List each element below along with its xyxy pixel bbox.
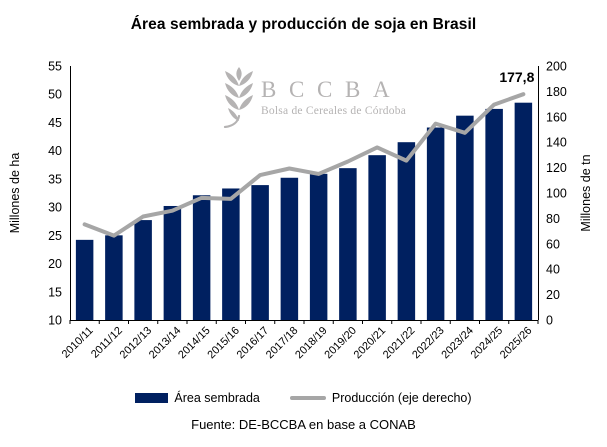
svg-text:35: 35	[48, 172, 62, 186]
area-bar	[309, 173, 328, 320]
legend-item-area: Área sembrada	[135, 391, 260, 405]
svg-text:2010/11: 2010/11	[60, 325, 96, 361]
area-bars	[75, 102, 533, 321]
area-bar	[339, 168, 357, 320]
svg-text:10: 10	[48, 314, 62, 328]
svg-text:160: 160	[546, 110, 567, 124]
area-bar	[222, 188, 240, 320]
svg-text:50: 50	[48, 88, 62, 102]
svg-text:180: 180	[546, 85, 567, 99]
area-bar	[397, 142, 416, 320]
legend-item-production: Producción (eje derecho)	[289, 391, 472, 405]
annotation-last-production-value: 177,8	[499, 69, 534, 85]
area-bar	[514, 102, 533, 320]
area-bar	[456, 115, 474, 320]
area-bar	[280, 177, 299, 320]
area-bar	[105, 235, 123, 320]
area-bar	[192, 195, 211, 320]
legend-label-area: Área sembrada	[174, 391, 260, 405]
svg-text:40: 40	[48, 144, 62, 158]
left-axis-title: Millones de ha	[8, 153, 22, 234]
svg-text:2025/26: 2025/26	[498, 325, 535, 362]
area-swatch	[135, 393, 169, 403]
svg-text:80: 80	[546, 212, 560, 226]
area-bar	[251, 185, 269, 320]
svg-text:120: 120	[546, 161, 567, 175]
area-bar	[75, 239, 94, 320]
left-axis-ticks: 10 15 20 25 30 35 40 45 50 55	[48, 60, 62, 328]
legend-label-production: Producción (eje derecho)	[331, 391, 472, 405]
svg-text:25: 25	[48, 229, 62, 243]
x-axis-labels: 2010/112011/122012/132013/142014/152015/…	[60, 325, 535, 362]
svg-text:0: 0	[546, 314, 553, 328]
legend: Área sembrada Producción (eje derecho)	[0, 391, 607, 405]
area-bar	[134, 220, 152, 320]
svg-text:60: 60	[546, 237, 560, 251]
area-bar	[485, 108, 503, 321]
right-axis-ticks: 0 20 40 60 80 100 120 140 160 180 200	[546, 60, 567, 328]
area-bar	[426, 127, 445, 321]
svg-text:20: 20	[546, 288, 560, 302]
source-note: Fuente: DE-BCCBA en base a CONAB	[191, 417, 416, 432]
production-line	[82, 92, 526, 238]
right-axis-title: Millones de tn	[579, 154, 593, 231]
svg-text:40: 40	[546, 263, 560, 277]
chart-title: Área sembrada y producción de soja en Br…	[130, 16, 477, 33]
svg-text:15: 15	[48, 285, 62, 299]
svg-text:100: 100	[546, 187, 567, 201]
production-line-swatch	[289, 396, 326, 400]
svg-text:20: 20	[48, 257, 62, 271]
area-bar	[368, 155, 386, 320]
svg-text:55: 55	[48, 60, 62, 74]
svg-text:200: 200	[546, 60, 567, 74]
axes	[69, 66, 539, 324]
svg-text:45: 45	[48, 116, 62, 130]
area-bar	[163, 205, 182, 320]
svg-text:30: 30	[48, 201, 62, 215]
svg-text:140: 140	[546, 136, 567, 150]
